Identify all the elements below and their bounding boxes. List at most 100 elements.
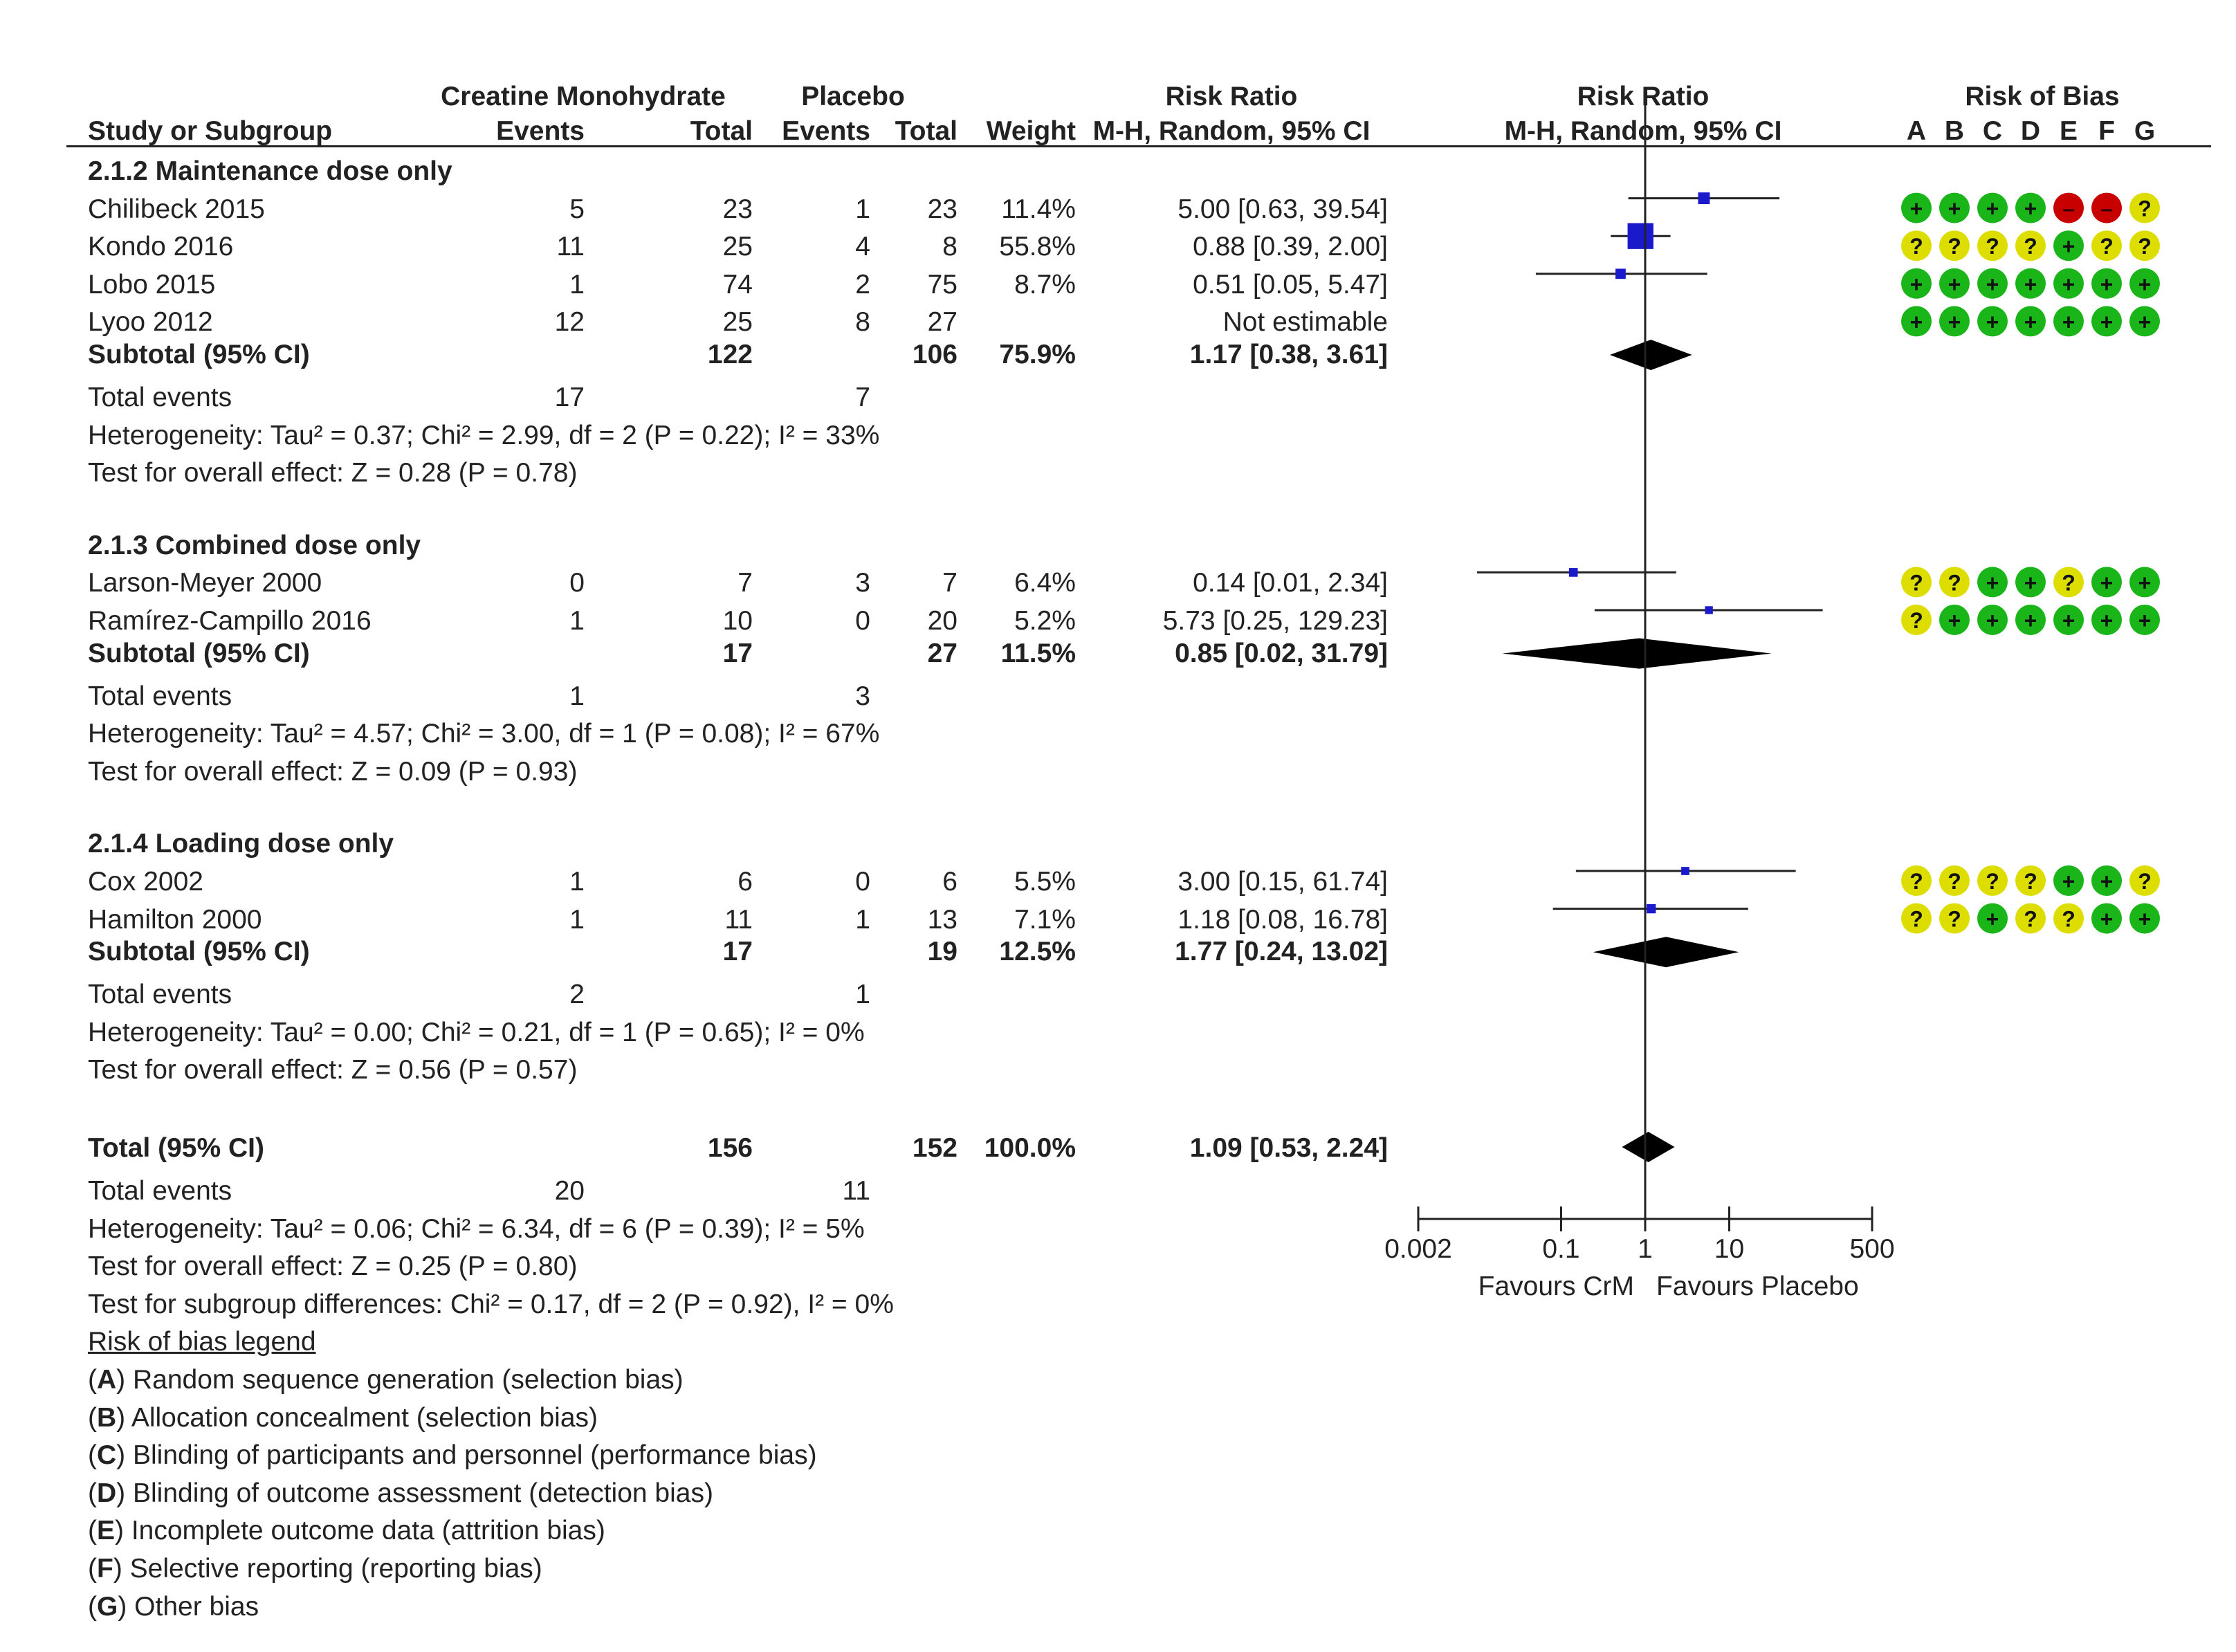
header-rr-method-right: M-H, Random, 95% CI (1504, 116, 1782, 146)
study-weight: 7.1% (1014, 904, 1076, 935)
rob-symbol-5-1: + (1948, 608, 1961, 633)
rob-symbol-5-2: + (1986, 608, 1999, 633)
rob-circle-7-1 (1939, 903, 1970, 934)
rob-symbol-3-6: + (2138, 309, 2152, 334)
header-rob-letter-E: E (2059, 116, 2078, 146)
legend-letter: D (97, 1478, 117, 1508)
rob-symbol-6-6: ? (2138, 869, 2152, 894)
rob-symbol-7-0: ? (1909, 907, 1923, 932)
study-c-events: 0 (855, 606, 870, 636)
rob-circle-2-4 (2053, 268, 2084, 299)
header-c-events: Events (782, 116, 870, 146)
rob-circle-2-6 (2129, 268, 2160, 299)
rob-circle-1-5 (2091, 230, 2122, 261)
rob-circle-7-3 (2015, 903, 2046, 934)
subtotal-weight: 11.5% (1000, 638, 1076, 668)
heterogeneity-text: Heterogeneity: Tau² = 0.37; Chi² = 2.99,… (88, 420, 880, 450)
rob-circle-7-5 (2091, 903, 2122, 934)
rob-symbol-3-3: + (2024, 309, 2037, 334)
study-ci-text: 0.14 [0.01, 2.34] (1193, 568, 1388, 598)
study-ci-text: 5.73 [0.25, 129.23] (1162, 606, 1388, 636)
effect-box-4 (1568, 568, 1578, 577)
study-e-events: 1 (569, 904, 585, 935)
total-events-e: 1 (569, 681, 585, 711)
rob-symbol-6-4: + (2062, 869, 2075, 894)
study-ci-text: 1.18 [0.08, 16.78] (1177, 904, 1388, 935)
rob-symbol-0-6: ? (2138, 196, 2152, 221)
rob-circle-6-3 (2015, 865, 2046, 896)
header-control: Placebo (801, 82, 905, 111)
legend-text: Other bias (134, 1591, 259, 1622)
study-weight: 55.8% (999, 232, 1076, 262)
rob-circle-2-0 (1901, 268, 1932, 299)
study-e-events: 12 (554, 307, 585, 338)
header-weight: Weight (986, 116, 1076, 146)
total-events-label: Total events (88, 681, 232, 711)
rob-circle-7-2 (1977, 903, 2008, 934)
rob-circle-1-3 (2015, 230, 2046, 261)
header-rob-letter-C: C (1982, 116, 2003, 146)
rob-circle-4-6 (2129, 567, 2160, 598)
rob-symbol-3-0: + (1910, 309, 1923, 334)
rob-symbol-1-2: ? (1986, 234, 1999, 259)
legend-text: Blinding of participants and personnel (… (133, 1440, 817, 1471)
header-rob-letter-G: G (2134, 116, 2156, 146)
study-name: Lyoo 2012 (88, 307, 213, 338)
subtotal-ci-text: 1.17 [0.38, 3.61] (1189, 340, 1388, 369)
subtotal-weight: 12.5% (999, 937, 1076, 967)
effect-box-6 (1681, 867, 1689, 875)
rob-symbol-4-6: + (2138, 570, 2152, 595)
rob-circle-1-2 (1977, 230, 2008, 261)
rob-symbol-1-0: ? (1909, 234, 1923, 259)
rob-circle-5-6 (2129, 605, 2160, 635)
total-events-c: 3 (855, 681, 870, 711)
rob-circle-4-4 (2053, 567, 2084, 598)
subtotal-weight: 75.9% (999, 340, 1076, 369)
favours-right-label: Favours Placebo (1656, 1272, 1859, 1301)
rob-circle-6-2 (1977, 865, 2008, 896)
total-events-e: 2 (569, 980, 585, 1010)
rob-circle-7-6 (2129, 903, 2160, 934)
legend-text: Incomplete outcome data (attrition bias) (131, 1516, 605, 1546)
heterogeneity-text: Heterogeneity: Tau² = 0.00; Chi² = 0.21,… (88, 1017, 865, 1047)
legend-letter: F (97, 1554, 113, 1584)
rob-circle-5-4 (2053, 605, 2084, 635)
subgroup-title-1: 2.1.3 Combined dose only (88, 530, 421, 560)
study-c-total: 7 (942, 568, 957, 598)
rob-symbol-0-5: – (2100, 196, 2113, 221)
total-events-label: Total events (88, 980, 232, 1010)
rob-symbol-4-5: + (2100, 570, 2114, 595)
rob-symbol-2-4: + (2062, 272, 2075, 297)
header-e-events: Events (496, 116, 585, 146)
study-e-events: 11 (556, 232, 585, 262)
header-experimental: Creatine Monohydrate (441, 82, 726, 111)
subtotal-e-total: 17 (722, 638, 753, 668)
study-ci-text: 0.88 [0.39, 2.00] (1193, 232, 1388, 262)
rob-symbol-5-0: ? (1909, 608, 1923, 633)
study-name: Cox 2002 (88, 867, 203, 897)
study-c-events: 1 (855, 904, 870, 935)
rob-symbol-0-3: + (2024, 196, 2037, 221)
rob-circle-3-0 (1901, 306, 1932, 337)
header-rob-letter-D: D (2020, 116, 2041, 146)
legend-item-A: (A) Random sequence generation (selectio… (88, 1365, 684, 1395)
rob-circle-6-0 (1901, 865, 1932, 896)
legend-text: Random sequence generation (selection bi… (133, 1365, 684, 1395)
effect-box-0 (1698, 192, 1710, 205)
subgroup-title-2: 2.1.4 Loading dose only (88, 829, 394, 859)
axis-tick-label-3: 10 (1714, 1234, 1744, 1264)
subtotal-c-total: 27 (927, 638, 957, 668)
legend-item-C: (C) Blinding of participants and personn… (88, 1440, 817, 1471)
rob-circle-2-3 (2015, 268, 2046, 299)
rob-symbol-7-4: ? (2062, 907, 2075, 932)
rob-circle-0-2 (1977, 192, 2008, 223)
study-ci-text: 3.00 [0.15, 61.74] (1177, 867, 1388, 897)
rob-symbol-1-1: ? (1948, 234, 1961, 259)
effect-box-1 (1627, 223, 1653, 249)
rob-symbol-2-1: + (1948, 272, 1961, 297)
study-e-total: 25 (722, 307, 753, 338)
legend-text: Blinding of outcome assessment (detectio… (133, 1478, 713, 1508)
overall-ci-text: 1.09 [0.53, 2.24] (1189, 1133, 1388, 1163)
study-weight: 5.2% (1014, 606, 1076, 636)
